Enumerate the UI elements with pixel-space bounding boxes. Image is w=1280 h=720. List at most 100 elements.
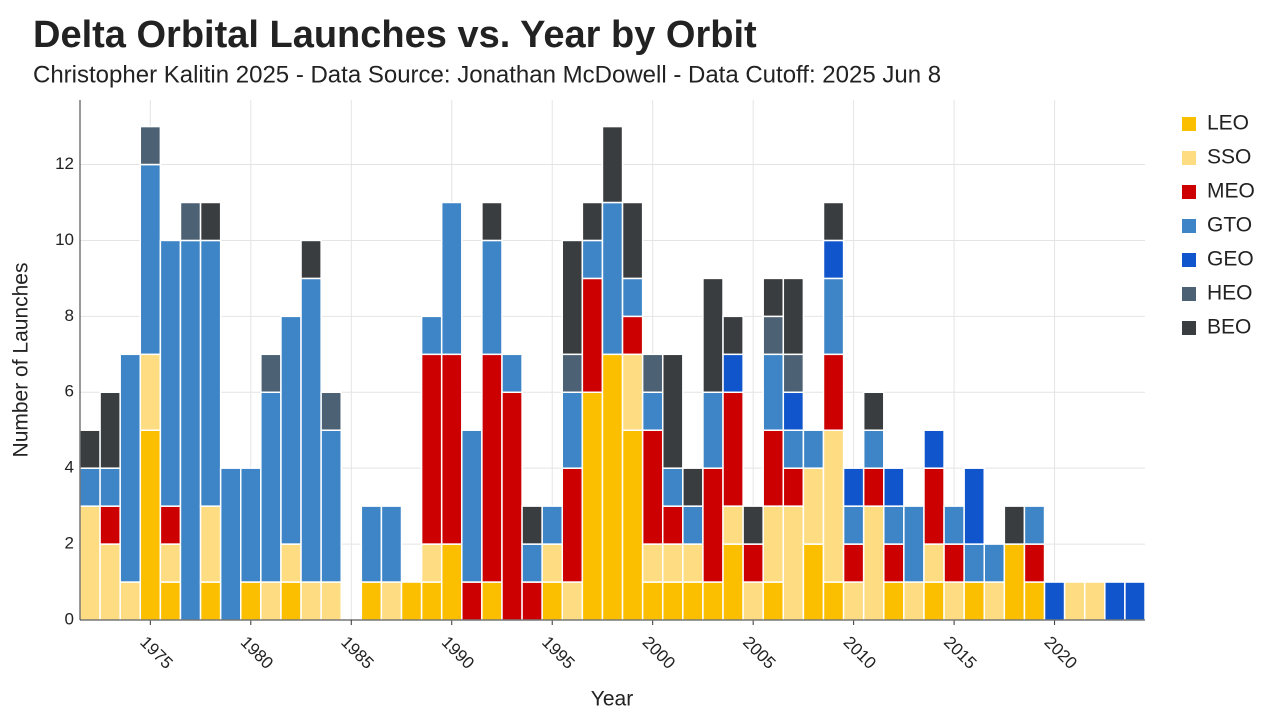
bar-segment	[1023, 581, 1046, 621]
bar-segment	[762, 581, 785, 621]
bar-segment	[682, 467, 704, 507]
bar-segment	[702, 391, 724, 469]
bar-segment	[842, 581, 865, 621]
bar-segment	[440, 201, 463, 356]
bar-segment	[762, 429, 785, 507]
bar-segment	[782, 429, 805, 469]
bar-segment	[159, 543, 182, 583]
bar-segment	[159, 505, 182, 545]
bar-segment	[541, 581, 564, 621]
bar-segment	[682, 543, 704, 583]
bar-segment	[601, 353, 624, 621]
bar-segment	[440, 353, 463, 545]
bar-segment	[641, 353, 664, 394]
y-tick-label: 2	[65, 534, 74, 553]
legend-label: BEO	[1207, 316, 1251, 339]
bar-segment	[822, 239, 845, 280]
bar-segment	[280, 543, 302, 583]
bar-segment	[923, 543, 945, 583]
bar-segment	[762, 277, 785, 318]
y-tick-label: 0	[65, 609, 74, 628]
bar-segment	[159, 581, 182, 621]
bar-segment	[742, 543, 764, 583]
bar-segment	[762, 315, 785, 356]
bar-segment	[842, 467, 865, 507]
bar-segment	[963, 581, 985, 621]
bar-segment	[661, 505, 684, 545]
bar-segment	[883, 581, 905, 621]
bar-segment	[661, 543, 684, 583]
legend-label: HEO	[1207, 282, 1253, 305]
bar-segment	[943, 505, 965, 545]
bar-segment	[923, 581, 945, 621]
bar-segment	[1043, 581, 1066, 621]
bar-segment	[621, 429, 644, 621]
bar-segment	[842, 505, 865, 545]
bar-segment	[802, 429, 825, 469]
x-tick-label: 1975	[136, 633, 176, 673]
y-tick-label: 12	[55, 154, 74, 173]
bar-segment	[621, 315, 644, 356]
x-tick-label: 1985	[337, 633, 377, 673]
bar-segment	[1083, 581, 1106, 621]
bar-segment	[199, 581, 222, 621]
bar-segment	[199, 505, 222, 583]
bar-segment	[782, 277, 805, 356]
bar-segment	[822, 581, 845, 621]
bar-segment	[300, 277, 322, 583]
bar-segment	[99, 543, 121, 621]
bar-segment	[702, 467, 724, 583]
legend-label: LEO	[1207, 112, 1249, 135]
x-tick-label: 1990	[438, 633, 478, 673]
bar-segment	[521, 505, 543, 545]
bar-segment	[380, 505, 403, 583]
bar-segment	[963, 467, 985, 545]
bar-segment	[1124, 581, 1146, 621]
legend-swatch	[1182, 151, 1196, 165]
bar-segment	[481, 581, 503, 621]
bar-segment	[923, 467, 945, 545]
bar-segment	[139, 429, 162, 621]
bar-segment	[661, 581, 684, 621]
bar-segment	[601, 125, 624, 204]
bar-segment	[621, 277, 644, 318]
legend-swatch	[1182, 287, 1196, 301]
bar-segment	[883, 543, 905, 583]
bar-segment	[561, 467, 584, 583]
bar-segment	[521, 543, 543, 583]
bar-segment	[1023, 543, 1046, 583]
bar-segment	[481, 353, 503, 583]
legend-swatch	[1182, 185, 1196, 199]
bar-segment	[641, 543, 664, 583]
bar-segment	[179, 239, 202, 621]
bar-segment	[581, 391, 604, 621]
bar-segment	[139, 353, 162, 431]
x-tick-label: 2000	[639, 633, 679, 673]
legend-swatch	[1182, 253, 1196, 267]
x-tick-label: 2005	[739, 633, 779, 673]
bar-segment	[99, 467, 121, 507]
bar-segment	[561, 353, 584, 394]
y-tick-label: 8	[65, 306, 74, 325]
bar-segment	[782, 505, 805, 621]
bar-segment	[883, 505, 905, 545]
bar-segment	[420, 543, 443, 583]
bar-segment	[260, 581, 282, 621]
bar-segment	[521, 581, 543, 621]
bar-segment	[240, 581, 262, 621]
bar-segment	[641, 391, 664, 431]
bar-segment	[641, 429, 664, 545]
chart-subtitle: Christopher Kalitin 2025 - Data Source: …	[33, 61, 941, 88]
bar-segment	[903, 581, 925, 621]
bar-segment	[1063, 581, 1086, 621]
y-tick-label: 4	[65, 458, 74, 477]
bar-segment	[440, 543, 463, 621]
bar-segment	[862, 467, 885, 507]
bar-segment	[661, 353, 684, 469]
bar-segment	[822, 429, 845, 583]
bar-segment	[782, 391, 805, 431]
bar-segment	[722, 505, 744, 545]
bar-segment	[260, 353, 282, 394]
bar-segment	[561, 391, 584, 469]
